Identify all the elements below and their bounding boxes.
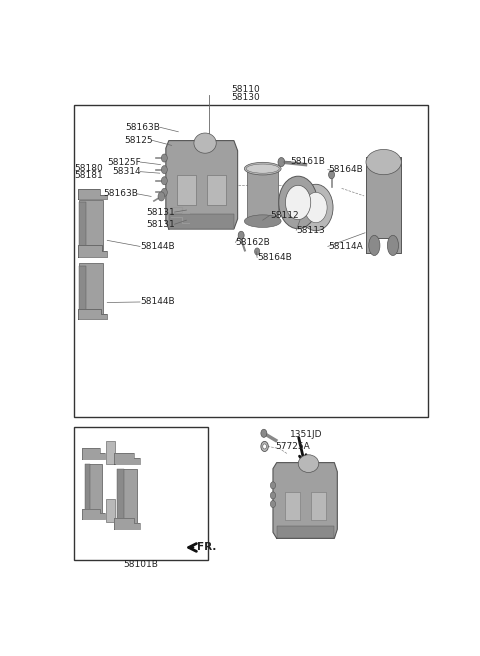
Text: 58164B: 58164B <box>328 165 362 174</box>
Text: 58314: 58314 <box>112 167 141 176</box>
Text: 57725A: 57725A <box>276 442 311 451</box>
Circle shape <box>299 184 333 231</box>
Bar <box>207 174 226 205</box>
Bar <box>79 263 103 314</box>
Circle shape <box>261 441 268 451</box>
Polygon shape <box>78 189 107 199</box>
Circle shape <box>158 192 165 201</box>
Text: 58144B: 58144B <box>140 242 175 251</box>
Circle shape <box>270 501 276 508</box>
Polygon shape <box>114 518 140 529</box>
Circle shape <box>270 482 276 489</box>
Circle shape <box>270 492 276 499</box>
Ellipse shape <box>369 236 380 255</box>
Text: 58144B: 58144B <box>140 297 175 306</box>
Circle shape <box>286 185 311 220</box>
Ellipse shape <box>246 164 279 173</box>
Text: 58125F: 58125F <box>108 157 141 167</box>
Circle shape <box>278 157 285 167</box>
Circle shape <box>238 232 244 239</box>
Polygon shape <box>83 509 105 519</box>
Text: 58164B: 58164B <box>257 253 292 262</box>
Text: 58180: 58180 <box>74 164 103 173</box>
Text: 58181: 58181 <box>74 171 103 180</box>
Bar <box>285 492 300 520</box>
Bar <box>177 174 196 205</box>
Circle shape <box>263 444 266 449</box>
Ellipse shape <box>244 162 281 175</box>
Bar <box>247 169 278 221</box>
Bar <box>84 464 90 517</box>
Ellipse shape <box>194 133 216 154</box>
Bar <box>74 427 208 560</box>
Circle shape <box>261 429 267 438</box>
Text: 58131: 58131 <box>146 207 175 216</box>
Text: 58162B: 58162B <box>236 238 270 247</box>
Polygon shape <box>114 453 140 464</box>
Circle shape <box>161 154 168 162</box>
Bar <box>74 105 428 417</box>
Text: 58113: 58113 <box>296 226 325 235</box>
Text: 58130: 58130 <box>232 93 260 102</box>
Circle shape <box>161 165 168 174</box>
Polygon shape <box>366 157 401 253</box>
Ellipse shape <box>244 215 281 228</box>
Text: FR.: FR. <box>197 543 216 552</box>
Polygon shape <box>78 245 107 256</box>
Bar <box>117 468 137 527</box>
Text: 58131: 58131 <box>146 220 175 229</box>
Bar <box>79 203 86 248</box>
Bar <box>169 214 234 229</box>
Bar <box>311 492 326 520</box>
Bar <box>117 468 124 527</box>
Bar <box>276 525 335 539</box>
Circle shape <box>161 188 168 196</box>
Text: 58110: 58110 <box>232 85 260 94</box>
Circle shape <box>305 192 327 222</box>
Text: 58163B: 58163B <box>126 123 160 132</box>
Bar <box>106 441 115 464</box>
Circle shape <box>329 171 335 178</box>
Text: 58114A: 58114A <box>328 242 362 251</box>
Polygon shape <box>166 140 238 229</box>
Text: 58112: 58112 <box>270 211 299 220</box>
Circle shape <box>279 176 317 229</box>
Bar <box>79 266 86 311</box>
Polygon shape <box>78 308 107 319</box>
Ellipse shape <box>366 150 401 174</box>
Bar <box>106 499 115 522</box>
Ellipse shape <box>387 236 398 255</box>
Text: 58163B: 58163B <box>103 190 138 198</box>
Bar <box>79 200 103 251</box>
Circle shape <box>254 248 260 255</box>
Text: 1351JD: 1351JD <box>290 430 323 439</box>
Bar <box>84 464 102 517</box>
Text: 58161B: 58161B <box>290 157 325 166</box>
Polygon shape <box>83 449 105 459</box>
Circle shape <box>161 176 168 185</box>
Text: 58125: 58125 <box>124 136 153 145</box>
Text: 58101B: 58101B <box>124 560 158 569</box>
Ellipse shape <box>298 455 319 472</box>
Polygon shape <box>273 462 337 539</box>
